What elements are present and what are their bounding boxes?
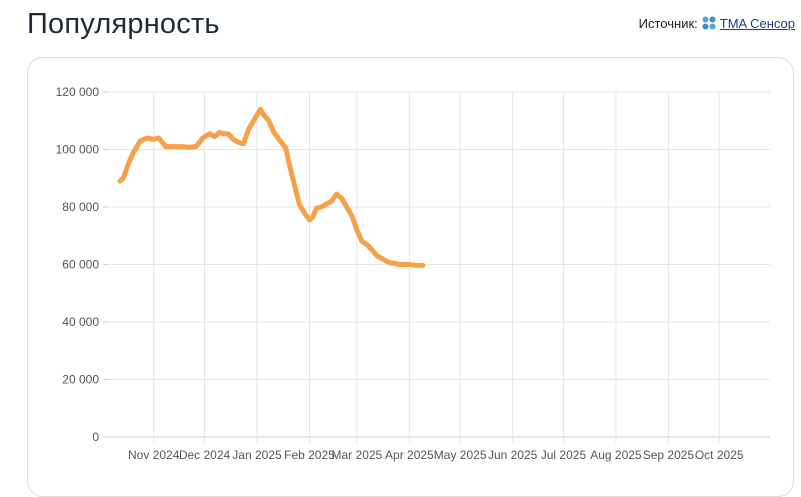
series-group xyxy=(117,106,426,268)
series-line xyxy=(117,106,426,268)
source-link[interactable]: TMA Сенсор xyxy=(719,15,795,31)
x-tick-label: Dec 2024 xyxy=(179,448,231,462)
page-title: Популярность xyxy=(27,8,220,40)
x-tick-label: Jul 2025 xyxy=(541,448,587,462)
y-tick-label: 80 000 xyxy=(62,200,99,214)
x-tick-label: Feb 2025 xyxy=(284,448,335,462)
x-tick-label: Oct 2025 xyxy=(695,448,744,462)
y-tick-labels: 0 20 000 40 000 60 000 80 000 100 000 120 000 xyxy=(56,85,100,444)
source-label: Источник: xyxy=(638,15,698,31)
y-gridlines xyxy=(103,91,770,438)
y-tick-label: 20 000 xyxy=(62,373,99,387)
x-tick-label: Aug 2025 xyxy=(590,448,642,462)
tma-logo-icon xyxy=(701,15,717,31)
x-tick-label: Mar 2025 xyxy=(332,448,383,462)
y-tick-label: 60 000 xyxy=(62,258,99,272)
y-tick-label: 100 000 xyxy=(56,143,100,157)
x-tick-label: Nov 2024 xyxy=(128,448,180,462)
x-tick-label: May 2025 xyxy=(434,448,487,462)
x-tick-label: Jun 2025 xyxy=(488,448,538,462)
y-tick-label: 40 000 xyxy=(62,315,99,329)
y-tick-label: 120 000 xyxy=(56,85,100,99)
y-tick-label: 0 xyxy=(92,430,99,444)
source-attribution: Источник: TMA Сенсор xyxy=(639,15,795,31)
chart-card xyxy=(27,57,794,497)
x-tick-label: Apr 2025 xyxy=(385,448,434,462)
x-tick-label: Sep 2025 xyxy=(643,448,695,462)
x-tick-label: Jan 2025 xyxy=(232,448,282,462)
x-gridlines xyxy=(153,92,720,443)
